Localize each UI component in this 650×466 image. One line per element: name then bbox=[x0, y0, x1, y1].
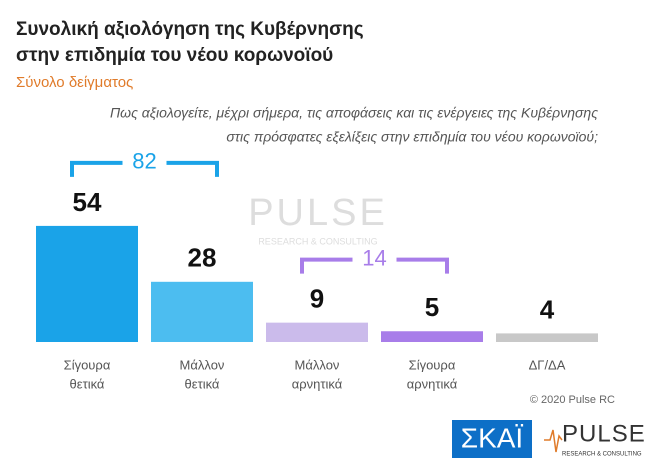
x-tick-label: θετικά bbox=[185, 376, 220, 391]
question: Πως αξιολογείτε, μέχρι σήμερα, τις αποφά… bbox=[110, 105, 598, 121]
question: στις πρόσφατες εξελίξεις στην επιδημία τ… bbox=[226, 129, 598, 145]
group-total: 14 bbox=[362, 245, 386, 270]
pollster-tagline: RESEARCH & CONSULTING bbox=[562, 452, 642, 458]
x-tick-label: Μάλλον bbox=[295, 357, 340, 372]
channel-logo bbox=[452, 420, 532, 458]
value-label: 28 bbox=[188, 243, 217, 273]
pollster-logo: PULSE bbox=[562, 420, 646, 447]
group-bracket bbox=[300, 257, 449, 274]
watermark-tagline: RESEARCH & CONSULTING bbox=[258, 236, 377, 246]
value-label: 5 bbox=[425, 292, 439, 322]
channel-logo-text: ΣΚΑΪ bbox=[461, 422, 524, 453]
chart-title: Συνολική αξιολόγηση της Κυβέρνησης bbox=[16, 19, 364, 40]
x-tick-label: αρνητικά bbox=[292, 376, 343, 391]
bar bbox=[266, 322, 368, 342]
bar bbox=[151, 281, 253, 342]
subtitle: Σύνολο δείγματος bbox=[16, 74, 133, 91]
value-label: 4 bbox=[540, 294, 555, 324]
bar bbox=[381, 331, 483, 342]
pollster-logo-icon bbox=[544, 429, 563, 453]
credit: © 2020 Pulse RC bbox=[530, 394, 615, 406]
bar bbox=[496, 333, 598, 342]
chart-title: στην επιδημία του νέου κορωνοϊού bbox=[16, 45, 333, 66]
watermark: PULSE bbox=[248, 192, 388, 234]
group-bracket bbox=[70, 160, 219, 177]
value-label: 9 bbox=[310, 284, 324, 314]
x-tick-label: αρνητικά bbox=[407, 376, 458, 391]
x-tick-label: Μάλλον bbox=[180, 357, 225, 372]
x-tick-label: Σίγουρα bbox=[409, 357, 456, 372]
value-label: 54 bbox=[73, 187, 102, 217]
group-total: 82 bbox=[132, 149, 156, 174]
x-tick-label: Σίγουρα bbox=[64, 357, 111, 372]
x-tick-label: θετικά bbox=[70, 376, 105, 391]
x-tick-label: ΔΓ/ΔΑ bbox=[529, 357, 566, 372]
bar bbox=[36, 225, 138, 342]
